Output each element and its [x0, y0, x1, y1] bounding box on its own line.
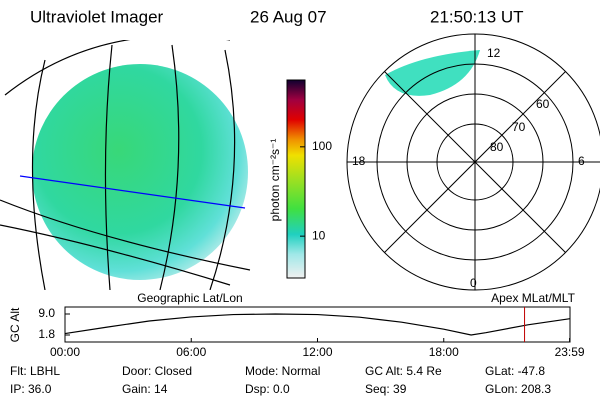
y-axis-label: GC Alt — [8, 307, 22, 342]
mlat-label: 80 — [490, 140, 504, 154]
colorbar — [286, 79, 306, 279]
y-tick-label: 1.8 — [38, 327, 55, 341]
x-tick-label: 00:00 — [50, 345, 80, 359]
polar-plot — [346, 33, 600, 291]
status-field: GC Alt: 5.4 Re — [365, 364, 442, 378]
alt-frame — [64, 306, 571, 343]
status-field: GLat: -47.8 — [485, 364, 545, 378]
status-field: IP: 36.0 — [10, 382, 52, 396]
mlt-label: 0 — [470, 276, 477, 290]
alt-line — [64, 313, 571, 336]
x-tick-label: 23:59 — [555, 345, 585, 359]
status-field: Seq: 39 — [365, 382, 407, 396]
status-field: Gain: 14 — [122, 382, 168, 396]
status-field: Mode: Normal — [245, 364, 320, 378]
status-field: Flt: LBHL — [10, 364, 60, 378]
colorbar-tick-label: 10 — [312, 228, 326, 242]
title: Ultraviolet Imager — [30, 7, 164, 26]
status-field: Door: Closed — [122, 364, 192, 378]
colorbar-tick-label: 100 — [312, 139, 332, 153]
y-tick-label: 9.0 — [38, 306, 55, 320]
geo-image — [0, 40, 251, 290]
x-tick-label: 06:00 — [176, 345, 206, 359]
mlat-label: 70 — [512, 120, 526, 134]
geo-label: Geographic Lat/Lon — [137, 291, 242, 305]
polar-label: Apex MLat/MLT — [491, 291, 575, 305]
x-tick-label: 12:00 — [302, 345, 332, 359]
mlt-label: 18 — [352, 154, 366, 168]
status-field: GLon: 208.3 — [485, 382, 551, 396]
mlt-label: 12 — [487, 46, 501, 60]
mlat-label: 60 — [536, 97, 550, 111]
mlt-label: 6 — [578, 154, 585, 168]
colorbar-label: photon cm⁻²s⁻¹ — [268, 139, 282, 222]
x-tick-label: 18:00 — [429, 345, 459, 359]
date: 26 Aug 07 — [250, 7, 327, 26]
time: 21:50:13 UT — [430, 7, 524, 26]
status-field: Dsp: 0.0 — [245, 382, 290, 396]
